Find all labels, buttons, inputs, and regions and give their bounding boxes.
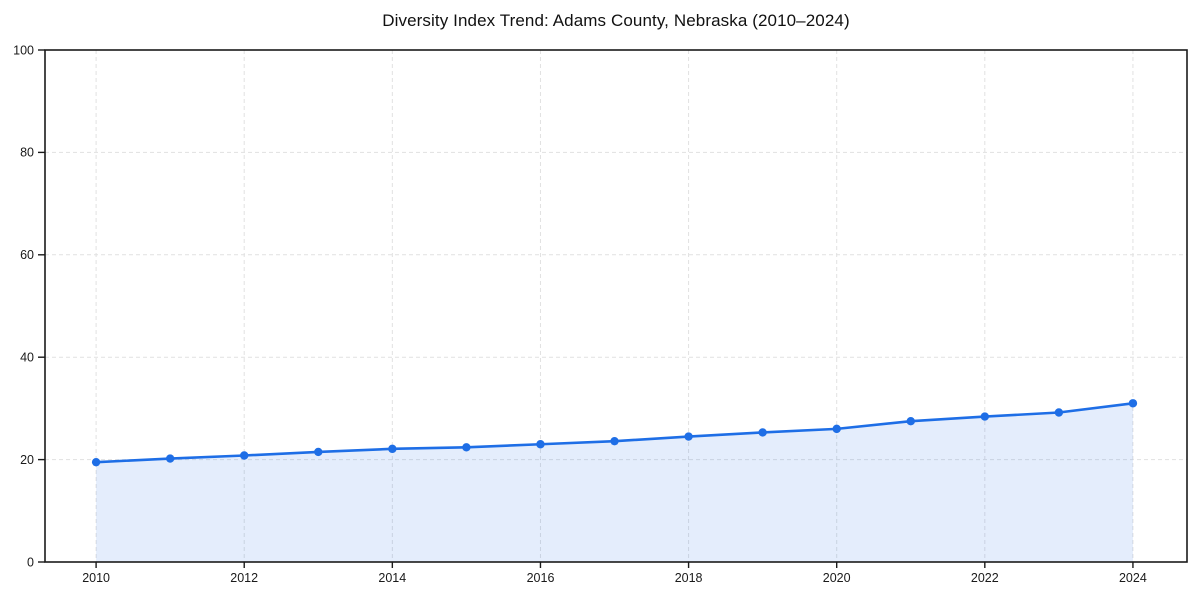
y-tick-label: 40 bbox=[20, 351, 34, 365]
data-point bbox=[314, 447, 323, 457]
data-point bbox=[536, 440, 545, 449]
y-tick-label: 80 bbox=[20, 146, 34, 160]
x-tick-label: 2012 bbox=[230, 571, 258, 585]
data-point bbox=[388, 444, 397, 454]
data-point bbox=[240, 451, 249, 460]
axis-ticks bbox=[38, 49, 1134, 568]
data-point bbox=[165, 454, 175, 463]
plot-border bbox=[44, 49, 1188, 563]
x-tick-label: 2022 bbox=[971, 571, 999, 585]
area-fill bbox=[96, 403, 1133, 562]
y-tick-label: 20 bbox=[20, 453, 34, 467]
x-tick-label: 2016 bbox=[527, 571, 555, 585]
x-tick-label: 2024 bbox=[1119, 571, 1147, 585]
x-tick-label: 2020 bbox=[823, 571, 851, 585]
data-points bbox=[91, 399, 1138, 467]
data-point bbox=[906, 417, 915, 426]
data-point bbox=[832, 424, 841, 434]
data-point bbox=[610, 436, 619, 446]
x-tick-label: 2014 bbox=[378, 571, 406, 585]
y-tick-label: 0 bbox=[27, 555, 34, 569]
data-point bbox=[91, 457, 101, 467]
data-point bbox=[684, 432, 693, 441]
data-point bbox=[758, 428, 767, 437]
x-tick-label: 2018 bbox=[675, 571, 703, 585]
gridlines bbox=[45, 50, 1187, 562]
data-point bbox=[1128, 399, 1138, 408]
y-axis-tick-labels: 0 20 40 60 80 100 bbox=[13, 43, 34, 569]
chart-title: Diversity Index Trend: Adams County, Neb… bbox=[382, 11, 850, 30]
y-tick-label: 60 bbox=[20, 248, 34, 262]
data-point bbox=[462, 443, 471, 452]
data-point bbox=[980, 412, 990, 421]
x-axis-tick-labels: 2010 2012 2014 2016 2018 2020 2022 2024 bbox=[82, 571, 1147, 585]
data-point bbox=[1054, 408, 1064, 417]
x-tick-label: 2010 bbox=[82, 571, 110, 585]
y-tick-label: 100 bbox=[13, 43, 34, 57]
